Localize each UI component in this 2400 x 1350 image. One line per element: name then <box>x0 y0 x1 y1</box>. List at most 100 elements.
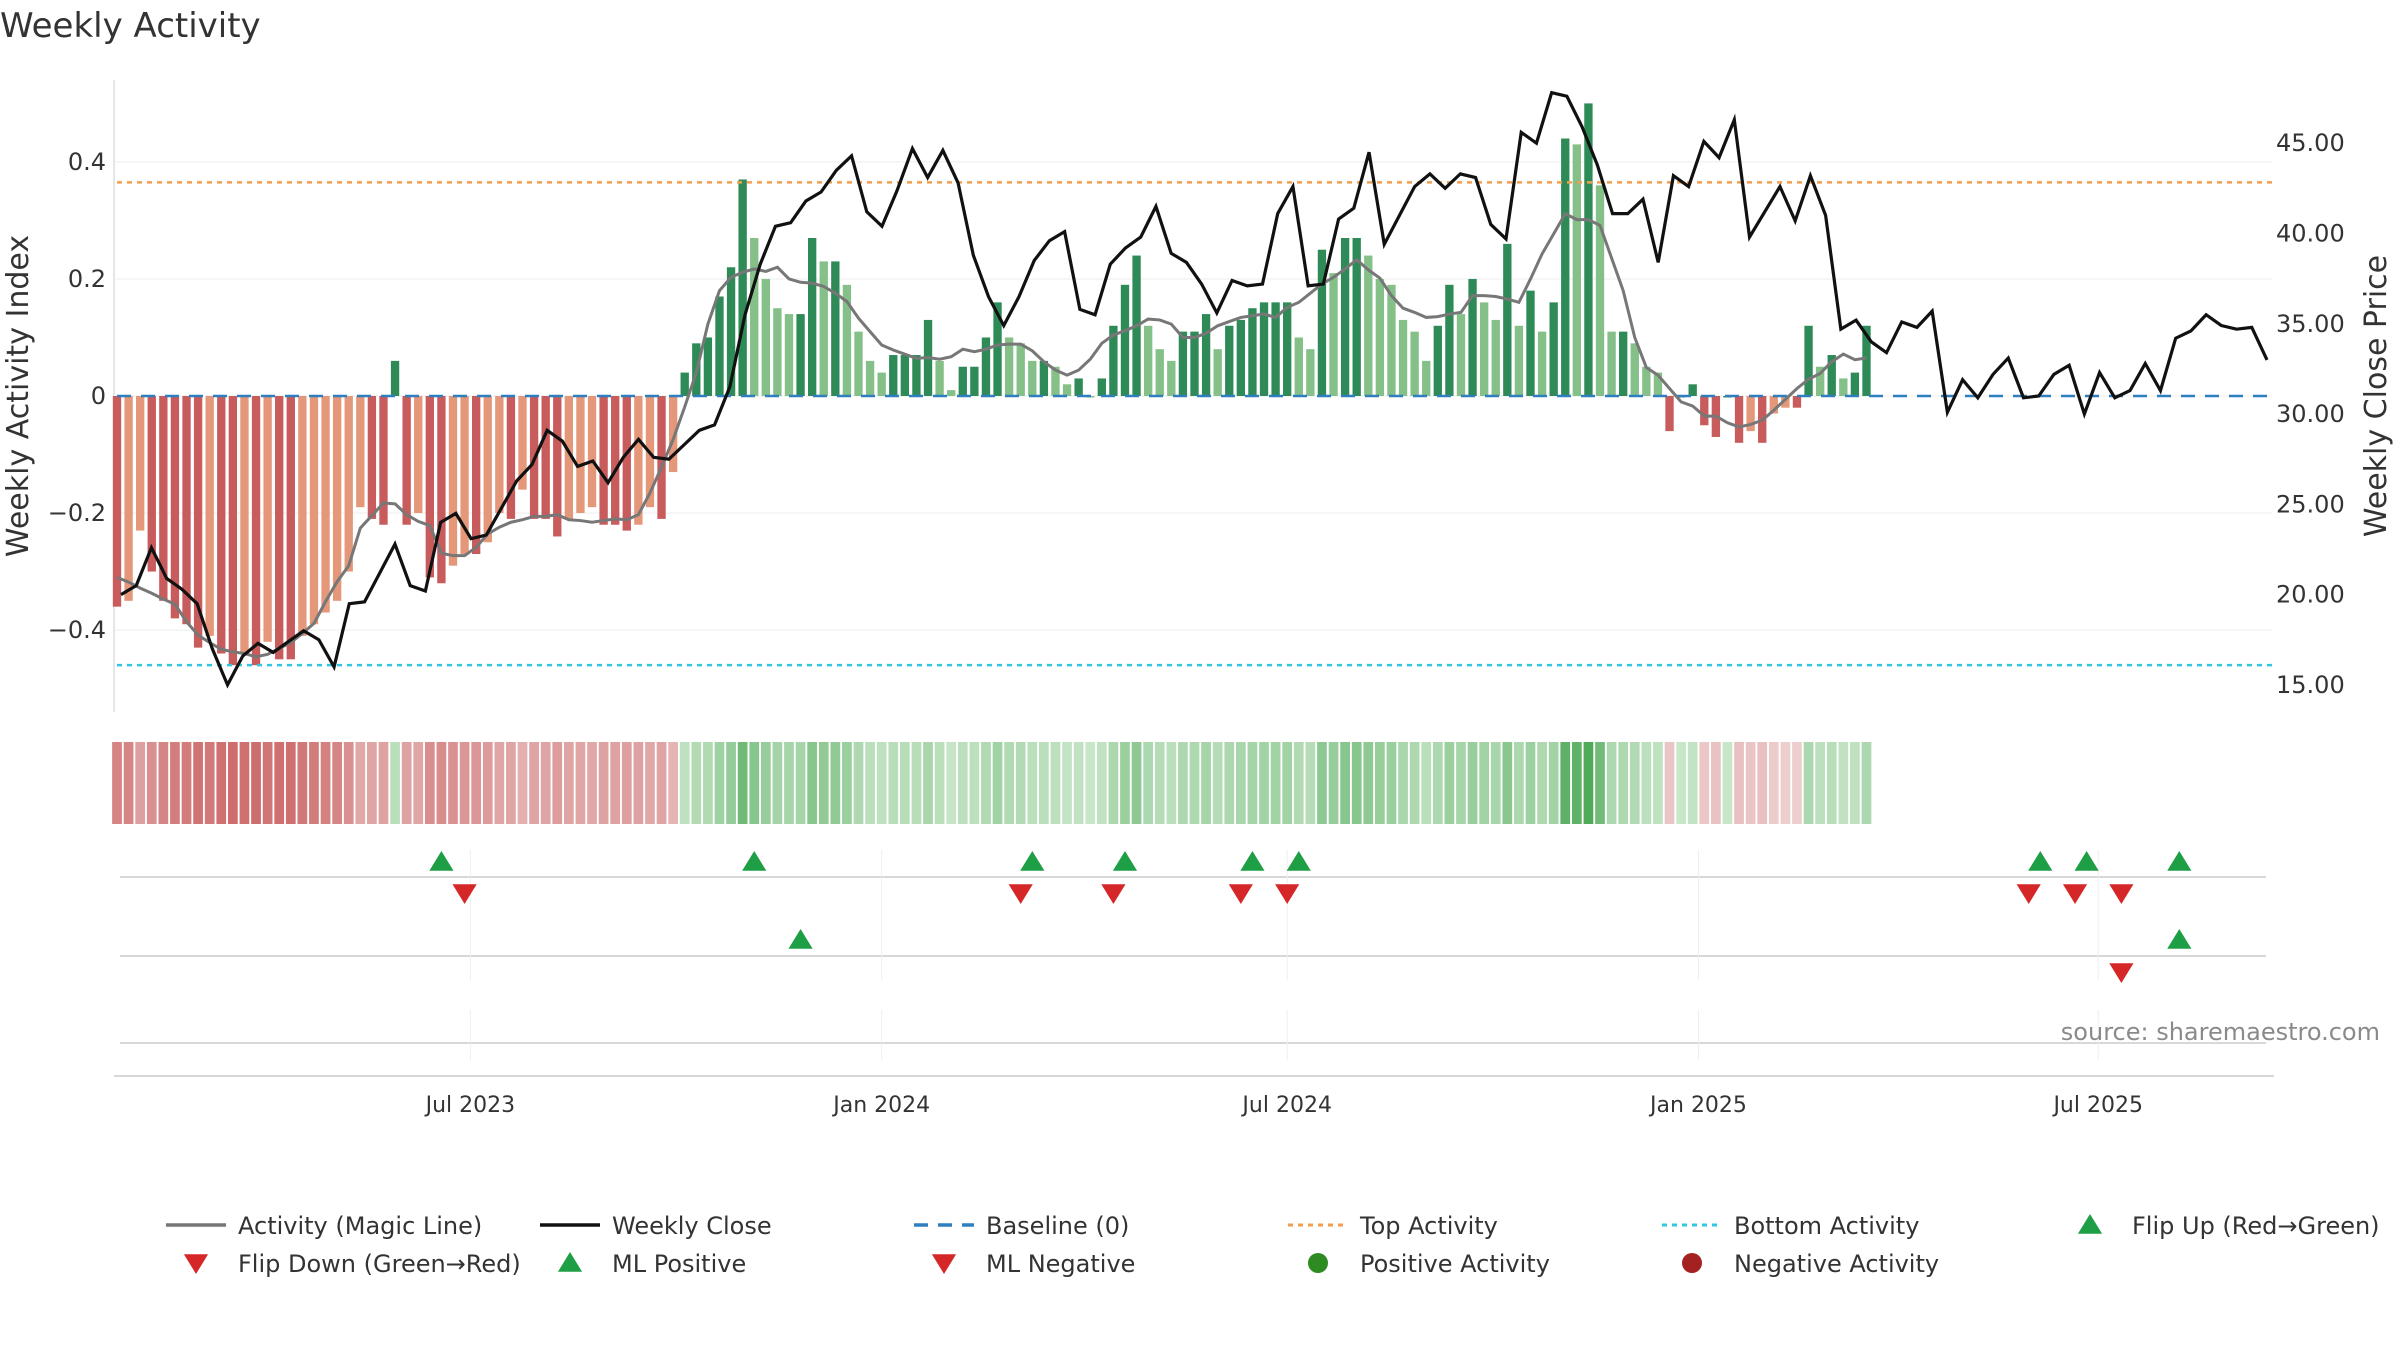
activity-bar <box>437 396 446 584</box>
legend-label: Flip Down (Green→Red) <box>238 1250 521 1278</box>
heat-strip-cell <box>1653 742 1663 824</box>
legend-label: Flip Up (Red→Green) <box>2132 1212 2380 1240</box>
heat-strip-cell <box>633 742 644 824</box>
heat-strip-cell <box>262 742 273 824</box>
heat-strip-cell <box>1803 742 1814 824</box>
activity-bar <box>947 390 956 396</box>
activity-bar <box>344 396 353 572</box>
y-right-tick-label: 20.00 <box>2276 581 2345 609</box>
activity-bar <box>553 396 562 537</box>
activity-bar <box>1329 273 1338 396</box>
heat-strip-cell <box>227 742 238 824</box>
legend-label: Activity (Magic Line) <box>238 1212 482 1240</box>
heat-strip-cell <box>1583 742 1594 824</box>
legend-swatch-triangle-up <box>557 1252 583 1272</box>
heat-strip-cell <box>784 742 794 824</box>
activity-bar <box>483 396 492 543</box>
ml-positive-marker <box>788 929 813 949</box>
activity-bar <box>275 396 284 660</box>
activity-bar <box>1352 238 1361 396</box>
activity-bar <box>1804 325 1813 396</box>
heat-strip-cell <box>1687 742 1698 824</box>
activity-bar <box>1225 325 1234 396</box>
legend-label: Baseline (0) <box>986 1212 1129 1240</box>
legend-swatch-circle <box>1682 1253 1702 1273</box>
heat-strip-cell <box>830 742 841 824</box>
heat-strip-cell <box>170 742 180 824</box>
heat-strip-cell <box>1768 742 1779 824</box>
activity-bar <box>564 396 574 519</box>
heat-strip-cell <box>1050 742 1061 824</box>
activity-bar <box>1537 331 1547 396</box>
heat-strip-cell <box>703 742 713 824</box>
heat-strip-cell <box>517 742 528 824</box>
activity-bar <box>854 331 863 396</box>
heat-strip-cell <box>714 742 725 824</box>
flip-up-marker <box>1112 851 1138 871</box>
heat-strip-cell <box>274 742 285 824</box>
flip-up-marker <box>2074 851 2099 871</box>
activity-bar <box>1850 372 1860 396</box>
activity-bar <box>970 366 979 396</box>
y-left-tick-label: −0.2 <box>48 499 106 527</box>
activity-bar <box>367 396 377 519</box>
heat-strip-cell <box>610 742 621 824</box>
heat-strip-cell <box>1792 742 1802 824</box>
activity-bar <box>1109 325 1118 396</box>
activity-bar <box>1642 366 1651 396</box>
y-left-axis-label: Weekly Activity Index <box>1 235 36 557</box>
heat-strip-cell <box>1548 742 1559 824</box>
heat-strip-cell <box>1351 742 1362 824</box>
heat-strip-cell <box>1757 742 1768 824</box>
activity-bar <box>1178 331 1188 396</box>
activity-bar <box>298 396 307 636</box>
activity-bar <box>263 396 272 642</box>
heat-strip-cell <box>297 742 308 824</box>
heat-strip-cell <box>772 742 783 824</box>
heat-strip-cell <box>575 742 586 824</box>
activity-bar <box>1630 343 1639 396</box>
activity-bar <box>993 302 1002 396</box>
chart-title: Weekly Activity <box>0 6 261 46</box>
activity-bar <box>217 396 226 654</box>
activity-bar <box>1375 278 1385 396</box>
activity-bar <box>1433 325 1442 396</box>
heat-strip-cell <box>1514 742 1524 824</box>
y-right-tick-label: 30.00 <box>2276 400 2345 428</box>
y-left-tick-label: 0 <box>91 382 106 410</box>
heat-strip-cell <box>737 742 748 824</box>
heat-strip-cell <box>1317 742 1327 824</box>
heat-strip-cell <box>320 742 331 824</box>
heat-strip-cell <box>1120 742 1130 824</box>
heat-strip-cell <box>876 742 887 824</box>
activity-bar <box>286 396 295 660</box>
heat-strip-cell <box>1027 742 1038 824</box>
activity-bar <box>1271 302 1280 396</box>
activity-bar <box>750 238 759 396</box>
flip-up-marker <box>2167 851 2192 871</box>
legend-label: Positive Activity <box>1360 1250 1550 1278</box>
heat-strip-cell <box>355 742 366 824</box>
activity-bar <box>1039 360 1049 396</box>
heat-strip-cell <box>911 742 922 824</box>
activity-bar <box>1479 302 1489 396</box>
y-left-tick-label: 0.2 <box>68 265 106 293</box>
activity-bar <box>228 396 238 666</box>
heat-strip-cell <box>1178 742 1188 824</box>
activity-bar <box>1259 302 1269 396</box>
heat-strip-cell <box>656 742 667 824</box>
heat-strip-cell <box>1525 742 1536 824</box>
activity-bar <box>1549 302 1558 396</box>
activity-bar <box>1607 331 1616 396</box>
heat-strip-cell <box>645 742 655 824</box>
heat-strip-cell <box>146 742 157 824</box>
activity-bar <box>460 396 469 554</box>
heat-strip-cell <box>390 742 400 824</box>
activity-bar <box>726 267 736 396</box>
heat-strip-cell <box>309 742 319 824</box>
activity-bar <box>1595 185 1605 396</box>
activity-bar <box>495 396 504 514</box>
activity-bar <box>1294 337 1303 396</box>
activity-bar <box>1456 314 1466 396</box>
flip-up-marker <box>742 851 767 871</box>
